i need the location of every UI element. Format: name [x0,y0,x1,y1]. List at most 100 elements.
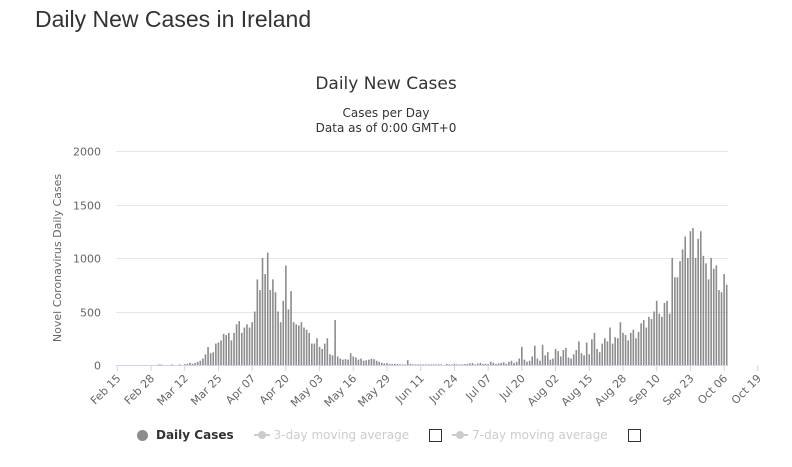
y-axis-title: Novel Coronavirus Daily Cases [51,174,64,342]
bar [484,363,487,365]
bar [295,324,298,365]
bar [710,258,712,365]
bar [616,338,619,365]
bar [425,364,427,365]
x-tick-label: Apr 20 [257,372,292,407]
y-tick-label: 1000 [73,253,101,266]
legend-daily-cases[interactable]: Daily Cases [137,428,234,442]
bar [567,357,570,365]
legend-daily-cases-label: Daily Cases [156,428,234,442]
bar [666,300,668,365]
bar [596,348,598,365]
bar [191,363,194,365]
bar [510,360,513,365]
bar [329,354,331,365]
bar [220,340,222,365]
bar [349,353,352,365]
y-tick-label: 0 [94,360,101,373]
bar [583,355,585,365]
bar [668,313,671,365]
bar [536,358,539,365]
7day-average-checkbox[interactable] [627,428,641,442]
bar [679,261,681,365]
bar [435,364,438,365]
legend-3day-average[interactable]: 3-day moving average [253,428,409,442]
legend-7day-average[interactable]: 7-day moving average [452,428,608,442]
bar [593,332,596,365]
bar [189,362,191,365]
bar [240,332,243,365]
bar [238,321,240,365]
bar [378,361,381,365]
bar [427,364,430,365]
bar [326,338,329,365]
3day-average-checkbox[interactable] [429,428,443,442]
bar [222,333,225,365]
bar [663,302,666,365]
bar [233,332,235,365]
bar [440,364,443,365]
bar [266,252,269,365]
bar [591,339,593,365]
bar [523,359,526,365]
bar [235,324,238,365]
bar [712,268,715,365]
bar [323,343,326,365]
bar [316,338,318,365]
bar [518,358,521,365]
bar [451,364,453,365]
bar [489,361,492,365]
bar [212,352,215,365]
bar [614,337,616,365]
x-tick-label: Mar 12 [155,372,191,408]
bar [502,362,505,365]
bar [624,335,627,365]
bar [259,290,261,365]
bar [277,311,279,365]
bar [598,352,601,365]
bar [578,341,580,365]
bar [336,356,339,365]
x-tick-label: Oct 06 [695,372,730,407]
bar [635,338,637,365]
bar [313,343,316,365]
bar [640,323,642,365]
x-tick-label: Oct 19 [729,372,764,407]
x-tick-label: May 16 [322,372,360,410]
page-title: Daily New Cases in Ireland [35,6,312,32]
bar [196,361,199,365]
bar [215,343,217,365]
bar [689,231,692,365]
bar [370,358,373,365]
bar [653,311,655,365]
x-tick-label: Aug 15 [559,372,596,409]
bar [671,258,674,365]
bar [388,363,391,365]
x-tick-label: Sep 23 [660,372,696,408]
bar [383,363,386,365]
bar [604,338,606,365]
bar [339,358,342,365]
bar [243,327,246,365]
bar [412,364,414,365]
bar [658,313,661,365]
bar [515,361,518,365]
bar [650,318,653,365]
bar [342,359,344,365]
bar [458,364,461,365]
bar [256,279,259,365]
bar [360,358,362,365]
bar [500,362,502,365]
bar [622,332,624,365]
bar [406,360,409,365]
bar [230,340,233,365]
bar [528,360,531,365]
bar [204,354,207,365]
bar [331,355,334,365]
bar [399,364,401,365]
bar [495,363,497,365]
x-tick-label: Jun 11 [392,372,426,406]
bar [588,354,591,365]
bar [461,364,463,365]
bar [637,331,640,365]
